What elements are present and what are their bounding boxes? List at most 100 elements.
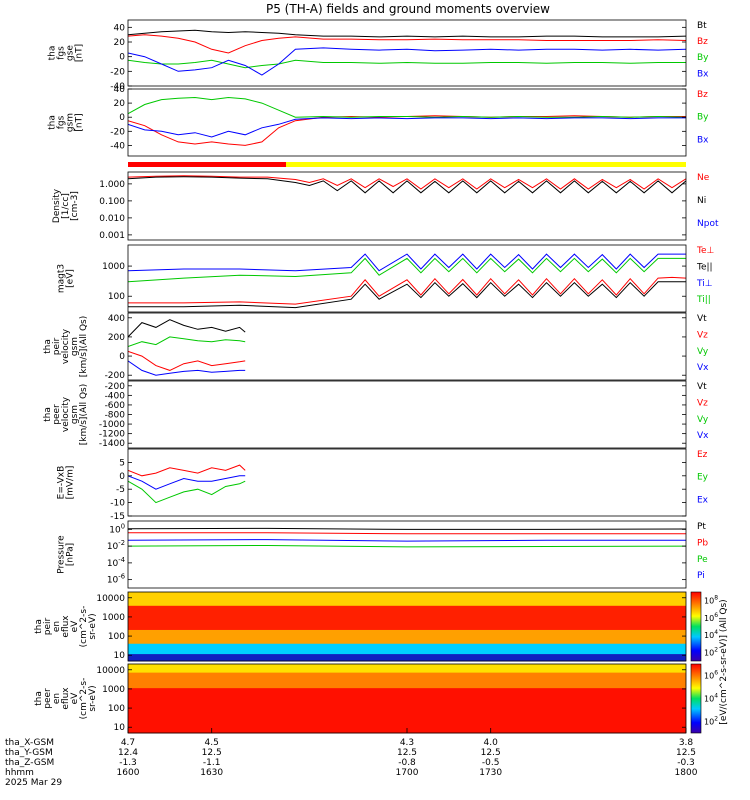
panel-frame xyxy=(127,591,687,662)
y-tick-label: -40 xyxy=(110,82,125,92)
spectrogram-band xyxy=(128,669,686,672)
y-tick-label: 200 xyxy=(108,333,125,343)
y-tick-label: 10000 xyxy=(96,594,125,604)
spectrogram-band xyxy=(128,686,686,689)
y-axis-label: tha xyxy=(43,407,53,422)
y-tick-label: 10-4 xyxy=(107,556,125,569)
series-line-Pb xyxy=(128,532,686,535)
spectrogram-band xyxy=(128,684,686,687)
spectrogram-band xyxy=(128,654,686,657)
spectrogram-band xyxy=(128,598,686,602)
spectrogram-band xyxy=(128,677,686,681)
y-axis-label: eflux xyxy=(61,615,71,638)
colorbar-tick-label: 104 xyxy=(704,629,718,640)
series-line-Pe xyxy=(128,544,686,548)
panel-frame xyxy=(127,171,687,241)
spectrogram-band xyxy=(128,698,686,701)
y-tick-label: 0.100 xyxy=(99,197,125,207)
legend-entry: Bx xyxy=(697,69,709,79)
legend-entry: Te⊥ xyxy=(696,246,715,256)
y-axis-label: tha xyxy=(48,46,58,61)
y-axis-label: en xyxy=(52,621,62,632)
y-axis-label: peir xyxy=(43,617,53,635)
panel-frame xyxy=(127,520,687,589)
mode-bar-slow xyxy=(128,162,286,167)
y-tick-label: 10 xyxy=(114,723,126,733)
series-line-Vt xyxy=(128,319,246,338)
y-axis-label: gsm xyxy=(66,113,76,132)
legend-entry: Bz xyxy=(697,90,708,100)
y-axis-label: fgs xyxy=(57,115,67,129)
series-line-Te|| xyxy=(128,281,686,309)
panel-frame xyxy=(127,19,687,87)
series-line-Vz xyxy=(128,350,246,371)
y-tick-label: -200 xyxy=(105,382,126,392)
spectrogram-band xyxy=(128,715,686,718)
y-axis-label: [eV] xyxy=(66,269,76,288)
y-tick-label: 10-2 xyxy=(107,539,125,552)
x-axis-annotation: [eV/(cm^2-s-sr-eV)] (All Qs) tha_X-GSM 4.7… xyxy=(5,599,729,788)
spectrogram-band xyxy=(128,719,686,722)
y-axis-label: (cm^2-s- xyxy=(79,678,89,720)
y-axis-label: gse xyxy=(66,45,76,61)
y-axis-label: peir xyxy=(52,337,62,355)
y-tick-label: 20 xyxy=(114,99,126,109)
spectrogram-band xyxy=(128,593,686,596)
panel-peer_spec: 106 104 102 10000 1000 100 10 tha peer en eflux eV(… xyxy=(34,663,718,734)
spectrogram-band xyxy=(128,650,686,653)
spectrogram-band xyxy=(128,707,686,710)
x-row-value: 1630 xyxy=(200,768,223,778)
legend-entry: Vt xyxy=(697,314,707,324)
x-row-value: -0.8 xyxy=(398,758,416,768)
series-line-Ex xyxy=(128,475,246,490)
spectrogram-band xyxy=(128,695,686,698)
spectrogram-band xyxy=(128,607,686,610)
spectrogram-band xyxy=(128,672,686,675)
legend-entry: Ex xyxy=(697,495,709,505)
spectrogram-band xyxy=(128,664,686,667)
series-line-Vx xyxy=(128,360,246,376)
y-tick-label: -1400 xyxy=(99,439,125,449)
spectrogram-band xyxy=(128,717,686,720)
panel-frame xyxy=(127,244,687,313)
y-tick-label: -20 xyxy=(110,67,125,77)
spectrogram-band xyxy=(128,595,686,598)
y-axis-label: tha xyxy=(34,691,44,706)
y-axis-label: (cm^2-s- xyxy=(79,606,89,648)
spectrogram-band xyxy=(128,610,686,614)
y-tick-label: 100 xyxy=(108,292,125,302)
x-row-value: 12.5 xyxy=(202,748,222,758)
legend-entry: Pb xyxy=(697,538,708,548)
y-tick-label: 10000 xyxy=(96,666,125,676)
spectrogram-band xyxy=(128,714,686,717)
y-axis-label: [1/cc] xyxy=(61,193,71,219)
colorbar-label: [eV/(cm^2-s-sr-eV)] (All Qs) xyxy=(719,599,729,724)
colorbar-tick-label: 102 xyxy=(704,716,718,727)
x-row-value: 4.3 xyxy=(400,738,414,748)
spectrogram-band xyxy=(128,655,686,659)
x-row-value: 1700 xyxy=(396,768,419,778)
y-tick-label: 1000 xyxy=(102,613,125,623)
spectrogram-band xyxy=(128,621,686,624)
spectrogram-band xyxy=(128,602,686,605)
legend-entry: Vy xyxy=(697,415,709,425)
spectrogram-band xyxy=(128,705,686,708)
spectrogram-band xyxy=(128,688,686,691)
y-axis-label: [km/s](All Qs) xyxy=(79,384,89,446)
x-row-value: 4.7 xyxy=(121,738,135,748)
y-axis-label: velocity xyxy=(61,396,71,432)
spectrogram-band xyxy=(128,642,686,645)
spectrogram-band xyxy=(128,631,686,634)
y-tick-label: 0 xyxy=(119,472,125,482)
panel-frame xyxy=(127,448,687,517)
x-row-value: 12.4 xyxy=(118,748,138,758)
x-row-value: 3.8 xyxy=(679,738,694,748)
y-tick-label: 100 xyxy=(108,704,125,714)
legend-entry: Ey xyxy=(697,473,709,483)
y-axis-label: Density xyxy=(52,188,62,223)
spectrogram-band xyxy=(128,592,686,595)
y-tick-label: 20 xyxy=(114,38,126,48)
spectrogram-band xyxy=(128,689,686,693)
panel-peir_velocity: Vt Vz Vy Vx 400 200 0 -200 tha peir velocity gsm [km… xyxy=(43,312,709,381)
